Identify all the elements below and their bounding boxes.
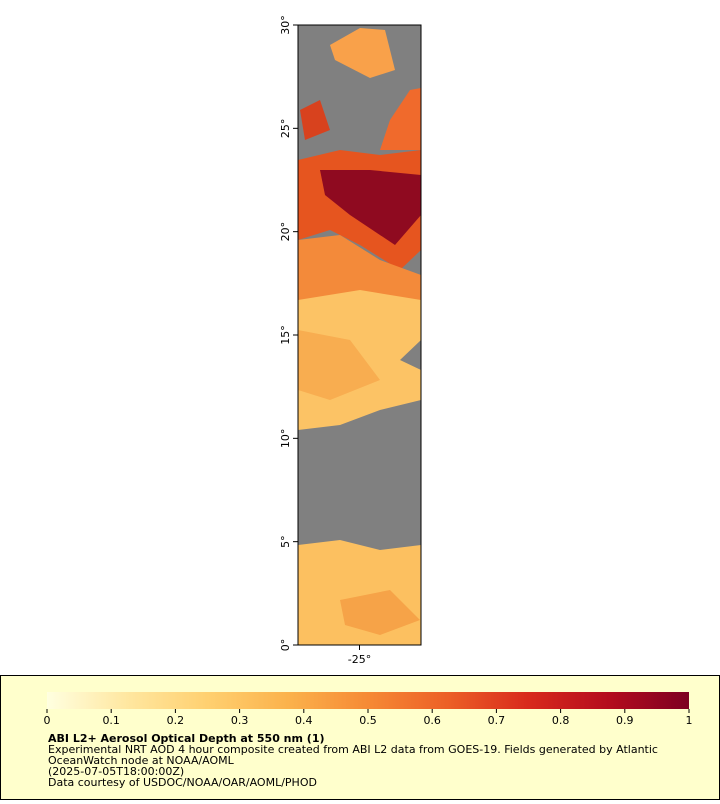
legend-line: OceanWatch node at NOAA/AOML: [48, 754, 235, 767]
y-tick-label: 5°: [279, 535, 292, 548]
y-tick-label: 0°: [279, 639, 292, 652]
colorbar-tick-label: 0.5: [359, 714, 377, 727]
map-raster: [298, 25, 421, 645]
y-tick-label: 30°: [279, 15, 292, 35]
colorbar-tick-label: 0: [44, 714, 51, 727]
colorbar-tick-label: 0.2: [167, 714, 185, 727]
legend-line: Experimental NRT AOD 4 hour composite cr…: [48, 743, 658, 756]
legend-line: Data courtesy of USDOC/NOAA/OAR/AOML/PHO…: [48, 776, 317, 789]
y-tick-label: 15°: [279, 325, 292, 345]
colorbar-tick-label: 0.9: [616, 714, 634, 727]
colorbar-tick-label: 0.3: [231, 714, 249, 727]
colorbar-tick-label: 0.4: [295, 714, 313, 727]
x-tick-label: -25°: [348, 653, 371, 666]
colorbar-tick-label: 0.1: [102, 714, 120, 727]
colorbar-tick-label: 0.7: [488, 714, 506, 727]
legend-title: ABI L2+ Aerosol Optical Depth at 550 nm …: [48, 732, 325, 745]
y-tick-label: 25°: [279, 119, 292, 139]
colorbar-tick-label: 1: [686, 714, 693, 727]
colorbar-tick-label: 0.8: [552, 714, 570, 727]
y-tick-label: 10°: [279, 429, 292, 449]
y-tick-label: 20°: [279, 222, 292, 242]
legend-line: (2025-07-05T18:00:00Z): [48, 765, 184, 778]
colorbar-tick-label: 0.6: [423, 714, 441, 727]
colorbar: [47, 692, 689, 709]
